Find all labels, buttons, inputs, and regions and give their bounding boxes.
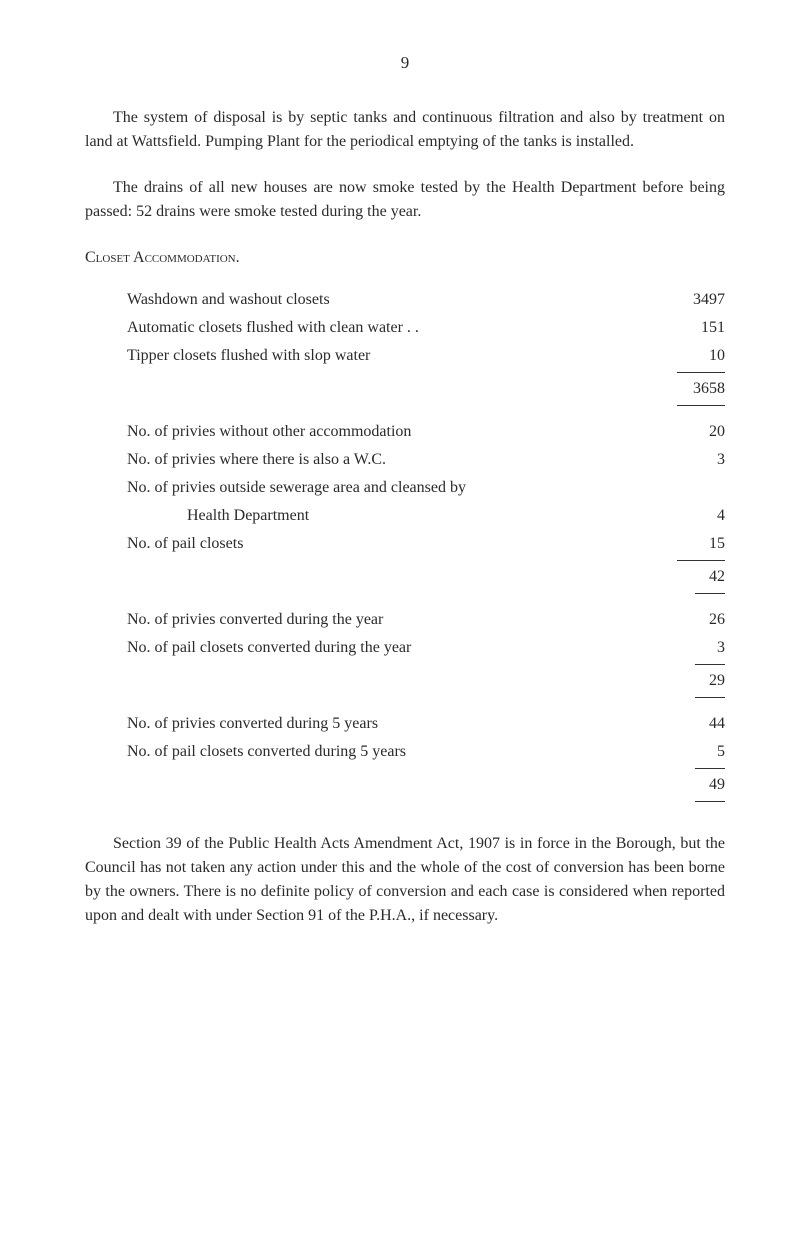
total-rule [677, 405, 725, 406]
short-rule [695, 664, 725, 665]
total-value: 3658 [665, 377, 725, 401]
total-row: 3658 [127, 377, 725, 401]
paragraph-2: The drains of all new houses are now smo… [85, 176, 725, 224]
stat-row: No. of privies converted during 5 years … [127, 712, 725, 736]
stat-value: 3497 [665, 288, 725, 312]
stat-row: No. of pail closets 15 [127, 532, 725, 556]
stat-value: 26 [665, 608, 725, 632]
stat-value: 44 [665, 712, 725, 736]
group-1: Washdown and washout closets 3497 Automa… [127, 288, 725, 406]
total-value: 42 [665, 565, 725, 589]
short-rule [695, 768, 725, 769]
stat-value: 15 [665, 532, 725, 556]
stat-label: No. of pail closets converted during 5 y… [127, 740, 665, 764]
stat-label: No. of pail closets [127, 532, 665, 556]
stat-row: No. of pail closets converted during the… [127, 636, 725, 660]
stat-label: No. of privies converted during the year [127, 608, 665, 632]
page-number: 9 [85, 50, 725, 76]
final-paragraph: Section 39 of the Public Health Acts Ame… [85, 832, 725, 928]
paragraph-1: The system of disposal is by septic tank… [85, 106, 725, 154]
stat-row: No. of pail closets converted during 5 y… [127, 740, 725, 764]
stat-value: 3 [665, 636, 725, 660]
stat-value: 10 [665, 344, 725, 368]
section-heading: Closet Accommodation. [85, 246, 725, 270]
stat-label-part2: Health Department [127, 504, 665, 528]
stat-value: 20 [665, 420, 725, 444]
group-2: No. of privies without other accommodati… [127, 420, 725, 594]
short-rule [695, 697, 725, 698]
stat-value: 3 [665, 448, 725, 472]
total-row: 29 [127, 669, 725, 693]
stat-label: No. of privies without other accommodati… [127, 420, 665, 444]
stat-label: Washdown and washout closets [127, 288, 665, 312]
short-rule [695, 593, 725, 594]
stat-label: No. of privies converted during 5 years [127, 712, 665, 736]
stat-value: 5 [665, 740, 725, 764]
stat-row: No. of privies converted during the year… [127, 608, 725, 632]
total-rule [677, 560, 725, 561]
stat-label: Automatic closets flushed with clean wat… [127, 316, 665, 340]
stat-value: 151 [665, 316, 725, 340]
stat-row: Tipper closets flushed with slop water 1… [127, 344, 725, 368]
total-value: 29 [665, 669, 725, 693]
stat-value: 4 [665, 504, 725, 528]
group-4: No. of privies converted during 5 years … [127, 712, 725, 802]
stat-label: Tipper closets flushed with slop water [127, 344, 665, 368]
short-rule [695, 801, 725, 802]
stat-row: No. of privies without other accommodati… [127, 420, 725, 444]
total-row: 49 [127, 773, 725, 797]
stat-row: Washdown and washout closets 3497 [127, 288, 725, 312]
total-value: 49 [665, 773, 725, 797]
total-row: 42 [127, 565, 725, 589]
group-3: No. of privies converted during the year… [127, 608, 725, 698]
stat-label: No. of pail closets converted during the… [127, 636, 665, 660]
stat-row: Automatic closets flushed with clean wat… [127, 316, 725, 340]
stat-label: No. of privies where there is also a W.C… [127, 448, 665, 472]
stat-row: No. of privies where there is also a W.C… [127, 448, 725, 472]
stat-label-part1: No. of privies outside sewerage area and… [127, 476, 665, 500]
stat-row-multiline: No. of privies outside sewerage area and… [127, 476, 725, 528]
total-rule [677, 372, 725, 373]
